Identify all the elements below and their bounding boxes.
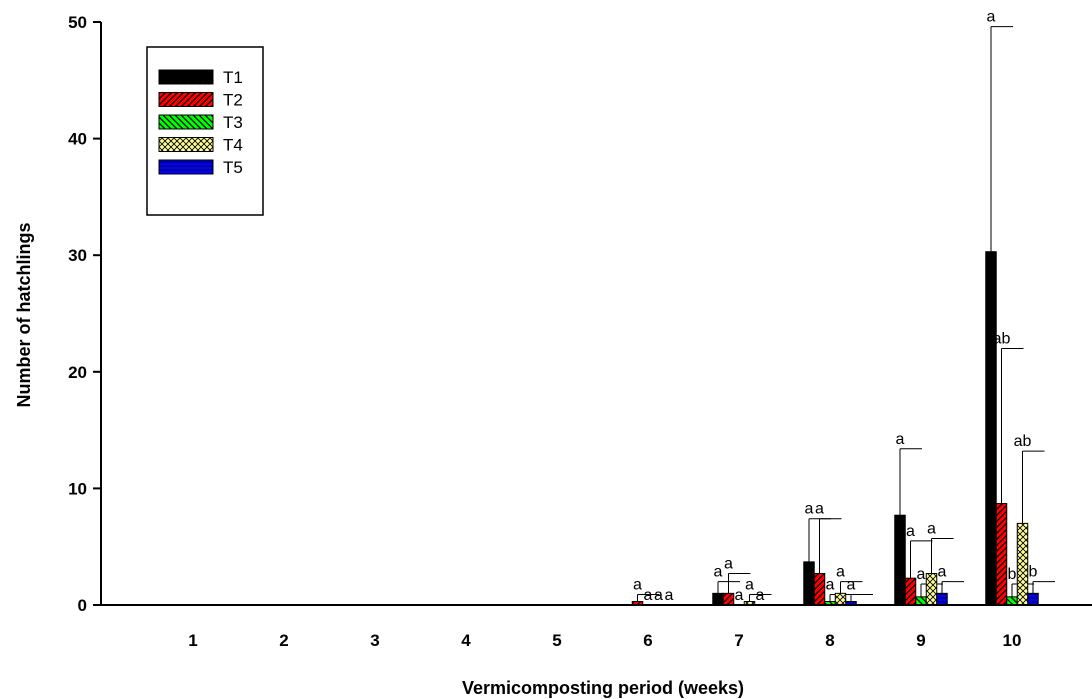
bar [712,592,724,606]
legend-swatch [158,92,214,107]
y-tick-label: 0 [78,596,87,615]
significance-label: a [836,564,845,581]
significance-label: ab [993,330,1011,347]
bar [915,596,927,606]
bar [894,514,906,606]
bar [925,573,938,606]
bar [803,561,815,606]
x-tick-label: 5 [552,631,561,650]
bar [985,251,997,606]
significance-label: a [714,564,723,581]
significance-label: a [938,564,947,581]
y-tick-label: 10 [68,479,87,498]
significance-label: b [1008,566,1017,583]
significance-label: a [927,521,936,538]
legend-label: T4 [223,136,243,155]
legend-label: T2 [223,91,243,110]
x-tick-label: 3 [370,631,379,650]
x-tick-label: 1 [188,631,197,650]
significance-label: b [1029,564,1038,581]
significance-label: a [644,587,653,604]
bar [1006,596,1018,606]
significance-label: a [896,431,905,448]
x-tick-label: 6 [643,631,652,650]
bar [995,503,1008,606]
y-tick-label: 40 [68,130,87,149]
bar [722,592,735,606]
legend-swatch [158,159,214,175]
x-tick-label: 4 [461,631,471,650]
x-tick-label: 2 [279,631,288,650]
significance-label: a [987,9,996,26]
legend-label: T5 [223,158,243,177]
bar [834,592,847,606]
legend-label: T1 [223,68,243,87]
significance-label: a [665,587,674,604]
bar [936,592,948,606]
significance-label: a [724,556,733,573]
y-tick-label: 20 [68,363,87,382]
x-tick-label: 10 [1003,631,1022,650]
x-axis-title: Vermicomposting period (weeks) [462,678,744,698]
legend-swatch [158,69,214,85]
significance-label: a [847,577,856,594]
x-tick-label: 8 [825,631,834,650]
significance-label: a [805,501,814,518]
significance-label: a [815,501,824,518]
x-tick-label: 9 [916,631,925,650]
significance-label: a [654,587,663,604]
legend: T1 T2 T3 T4 T5 [146,46,264,216]
significance-label: a [826,577,835,594]
legend-label: T3 [223,113,243,132]
significance-label: ab [1014,433,1032,450]
bar [1016,522,1029,606]
significance-label: a [633,577,642,594]
bar [904,577,917,606]
significance-label: a [906,523,915,540]
bar [1027,592,1039,606]
y-axis-title: Number of hatchlings [14,222,34,407]
y-tick-label: 30 [68,246,87,265]
significance-label: a [745,577,754,594]
significance-label: a [735,587,744,604]
bar [813,573,826,606]
legend-swatch [158,114,214,130]
significance-label: a [756,587,765,604]
y-tick-label: 50 [68,13,87,32]
significance-label: a [917,566,926,583]
x-tick-label: 7 [734,631,743,650]
legend-swatch [158,137,214,152]
